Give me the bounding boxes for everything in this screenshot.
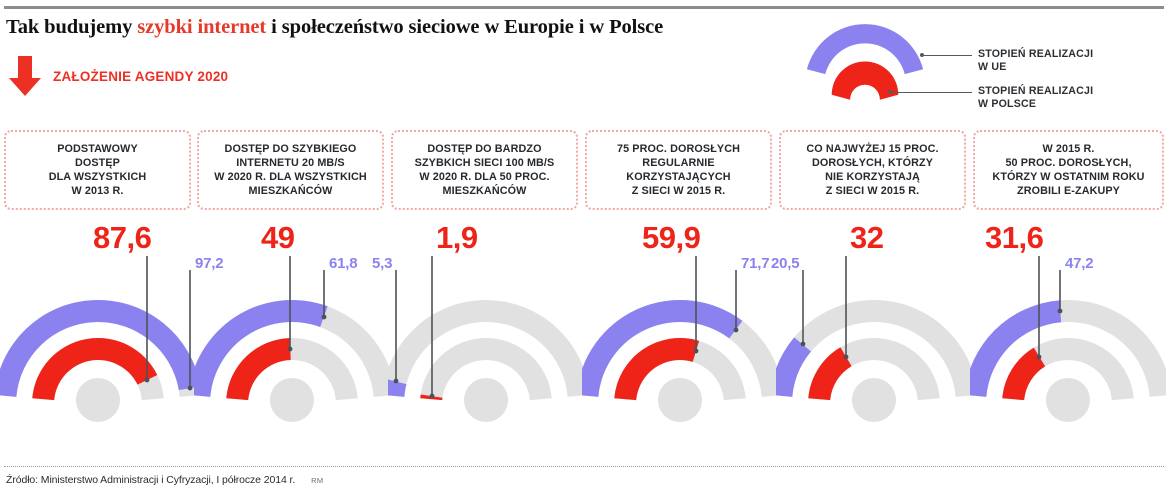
gauge-graphic: [776, 256, 972, 422]
criteria-card-label: CO NAJWYŻEJ 15 PROC. DOROSŁYCH, KTÓRZY N…: [806, 142, 939, 198]
leader-poland-dot: [843, 354, 849, 360]
gauge-hub: [76, 378, 120, 422]
eu-arc-fill: [388, 379, 407, 397]
leader-poland-dot: [693, 348, 699, 354]
criteria-card-4: 75 PROC. DOROSŁYCH REGULARNIE KORZYSTAJĄ…: [585, 130, 772, 210]
page-title-suffix: i społeczeństwo sieciowe w Europie i w P…: [266, 16, 664, 38]
poland-arc-fill: [614, 338, 700, 401]
eu-arc-fill: [776, 337, 812, 397]
gauge-graphic: [970, 256, 1166, 422]
gauge-hub: [464, 378, 508, 422]
criteria-card-label: DOSTĘP DO BARDZO SZYBKICH SIECI 100 MB/S…: [414, 142, 555, 198]
criteria-card-label: DOSTĘP DO SZYBKIEGO INTERNETU 20 MB/S W …: [214, 142, 367, 198]
gauge-4: 59,9 71,7: [582, 214, 778, 460]
agenda-label: ZAŁOŻENIE AGENDY 2020: [53, 68, 229, 84]
legend-leader-pl: [890, 92, 972, 93]
eu-value: 47,2: [1065, 255, 1094, 272]
arrow-down-icon: [9, 56, 41, 96]
poland-arc-fill: [32, 338, 158, 401]
page-title-highlight: szybki internet: [137, 16, 267, 38]
credit-label: RM: [311, 476, 324, 485]
leader-eu-dot: [393, 378, 399, 384]
legend-label-eu: STOPIEŃ REALIZACJI W UE: [978, 48, 1094, 73]
eu-arc-fill: [194, 300, 328, 397]
legend-label-pl: STOPIEŃ REALIZACJI W POLSCE: [978, 85, 1094, 110]
poland-arc-fill: [808, 347, 852, 401]
poland-arc-fill: [226, 338, 291, 401]
criteria-card-5: CO NAJWYŻEJ 15 PROC. DOROSŁYCH, KTÓRZY N…: [779, 130, 966, 210]
eu-value: 5,3: [372, 255, 393, 272]
top-divider: [4, 6, 1164, 9]
leader-poland-dot: [144, 377, 150, 383]
gauge-graphic: [0, 256, 196, 422]
criteria-card-2: DOSTĘP DO SZYBKIEGO INTERNETU 20 MB/S W …: [197, 130, 384, 210]
poland-value: 59,9: [642, 220, 701, 255]
poland-arc-track: [420, 337, 552, 401]
eu-value: 97,2: [195, 255, 224, 272]
criteria-card-label: W 2015 R. 50 PROC. DOROSŁYCH, KTÓRZY W O…: [992, 142, 1145, 198]
criteria-card-label: 75 PROC. DOROSŁYCH REGULARNIE KORZYSTAJĄ…: [617, 142, 740, 198]
legend: STOPIEŃ REALIZACJI W UE STOPIEŃ REALIZAC…: [800, 22, 1160, 114]
eu-arc-track: [388, 300, 584, 397]
poland-value: 32: [850, 220, 884, 255]
criteria-card-label: PODSTAWOWY DOSTĘP DLA WSZYSTKICH W 2013 …: [48, 142, 147, 198]
poland-arc-fill: [1002, 347, 1046, 401]
poland-value: 31,6: [985, 220, 1044, 255]
gauge-5: 32 20,5: [771, 214, 972, 460]
poland-value: 87,6: [93, 220, 152, 255]
gauge-hub: [1046, 378, 1090, 422]
source-label: Źródło: Ministerstwo Administracji i Cyf…: [6, 474, 296, 486]
leader-eu-dot: [800, 341, 806, 347]
gauge-graphic: [194, 256, 390, 422]
eu-value: 20,5: [771, 255, 800, 272]
footer-divider: [4, 466, 1164, 467]
eu-arc-fill: [582, 300, 743, 397]
gauge-graphic: [582, 256, 778, 422]
leader-eu-dot: [1057, 308, 1063, 314]
poland-value: 49: [261, 220, 295, 255]
leader-eu-dot: [187, 385, 193, 391]
criteria-card-row: PODSTAWOWY DOSTĘP DLA WSZYSTKICH W 2013 …: [4, 130, 1164, 214]
footer: Źródło: Ministerstwo Administracji i Cyf…: [6, 474, 323, 486]
legend-dot-pl: [888, 90, 892, 94]
legend-dot-eu: [920, 53, 924, 57]
eu-value: 61,8: [329, 255, 358, 272]
poland-value: 1,9: [436, 220, 478, 255]
gauge-3: 1,9 5,3: [372, 214, 584, 460]
legend-gauge-icon: [806, 24, 924, 100]
gauge-6: 31,6 47,2: [970, 214, 1166, 460]
leader-poland-dot: [287, 346, 293, 352]
criteria-card-3: DOSTĘP DO BARDZO SZYBKICH SIECI 100 MB/S…: [391, 130, 578, 210]
gauge-1: 87,6 97,2: [0, 214, 224, 460]
gauge-graphic: [388, 256, 584, 422]
gauge-hub: [852, 378, 896, 422]
gauge-row: 87,6 97,2 49 61,8 1,9 5,3 59,9 71,7 32 20,5 3…: [0, 214, 1168, 460]
leader-eu-dot: [733, 327, 739, 333]
leader-eu-dot: [321, 314, 327, 320]
eu-value: 71,7: [741, 255, 770, 272]
leader-poland-dot: [1036, 354, 1042, 360]
page-title-prefix: Tak budujemy: [6, 16, 138, 38]
eu-arc-track: [776, 300, 972, 397]
gauge-2: 49 61,8: [194, 214, 390, 460]
gauge-hub: [270, 378, 314, 422]
criteria-card-1: PODSTAWOWY DOSTĘP DLA WSZYSTKICH W 2013 …: [4, 130, 191, 210]
legend-leader-eu: [922, 55, 972, 56]
page-title: Tak budujemy szybki internet i społeczeń…: [6, 16, 663, 39]
agenda-note: ZAŁOŻENIE AGENDY 2020: [8, 56, 228, 96]
criteria-card-6: W 2015 R. 50 PROC. DOROSŁYCH, KTÓRZY W O…: [973, 130, 1164, 210]
gauge-hub: [658, 378, 702, 422]
leader-poland-dot: [429, 393, 435, 399]
